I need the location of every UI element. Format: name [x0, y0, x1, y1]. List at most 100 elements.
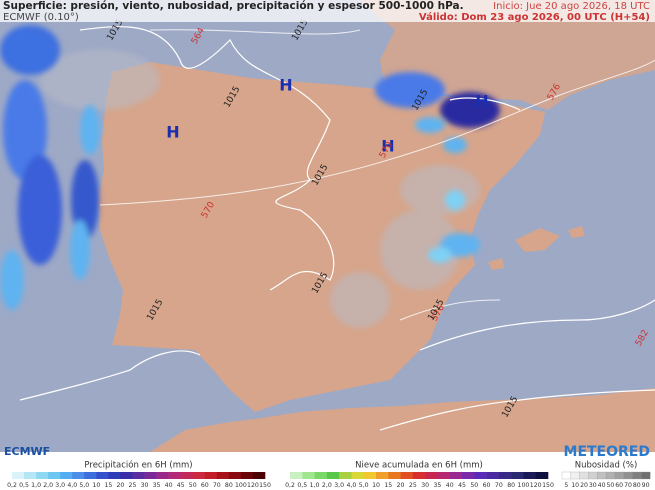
legend-swatch — [388, 472, 401, 479]
legend-tick-label: 3,0 — [55, 482, 65, 489]
legend-tick-label: 90 — [642, 482, 650, 489]
legend-swatch — [511, 472, 524, 479]
legend-swatch — [24, 472, 37, 479]
legend-tick-label: 60 — [615, 482, 623, 489]
legends: Precipitación en 6H (mm)0,2 0,5 1,0 2,0 3,0 4… — [7, 460, 651, 489]
legend-swatch — [597, 471, 607, 480]
legend-swatch — [425, 472, 438, 479]
ecmwf-logo: ECMWF — [4, 445, 50, 458]
legend-tick-label: 5,0 — [359, 482, 369, 489]
legend-tick-label: 1,0 — [31, 482, 41, 489]
legend-tick-label: 0,2 — [285, 482, 295, 489]
legend-swatch — [290, 472, 303, 479]
legend-swatch — [180, 472, 194, 479]
legend-tick-label: 80 — [633, 482, 641, 489]
legend-swatch — [302, 472, 315, 479]
legend-tick-label: 45 — [177, 482, 185, 489]
legend-title: Nubosidad (%) — [575, 461, 638, 471]
legend-swatch — [641, 471, 651, 480]
legend-swatch — [228, 472, 242, 479]
legend-swatch — [216, 472, 230, 479]
legend-tick-label: 70 — [624, 482, 632, 489]
init-time: Inicio: Jue 20 ago 2026, 18 UTC — [493, 1, 650, 12]
legend-bg — [0, 452, 655, 490]
legend-tick-label: 20 — [116, 482, 124, 489]
meteored-logo: METEORED — [564, 444, 650, 460]
legend-swatch — [579, 471, 589, 480]
legend-swatch — [462, 472, 475, 479]
legend-tick-label: 50 — [606, 482, 614, 489]
legend-tick-label: 4,0 — [67, 482, 77, 489]
legend-swatch — [449, 472, 463, 479]
legend-tick-label: 80 — [507, 482, 515, 489]
legend-tick-label: 150 — [542, 482, 554, 489]
legend-swatch — [632, 471, 642, 480]
legend-swatch — [108, 472, 121, 479]
legend-tick-label: 30 — [589, 482, 597, 489]
legend-tick-label: 30 — [421, 482, 429, 489]
ibiza — [488, 258, 504, 270]
legend-swatch — [326, 472, 340, 479]
mallorca — [515, 228, 560, 252]
legend-swatch — [60, 472, 73, 479]
legend-swatch — [535, 472, 549, 479]
legend-swatch — [437, 472, 451, 479]
legend-swatch — [363, 472, 377, 479]
high-pressure-label: H — [279, 76, 292, 95]
legend-swatch — [623, 471, 633, 480]
legend-swatch — [412, 472, 426, 479]
legend-tick-label: 70 — [495, 482, 503, 489]
legend-tick-label: 2,0 — [322, 482, 332, 489]
cloud-cover — [40, 50, 480, 328]
legend-swatch — [570, 471, 581, 480]
legend-tick-label: 20 — [580, 482, 588, 489]
africa-land — [150, 388, 655, 452]
legend-swatch — [132, 472, 145, 479]
header-bg — [0, 0, 655, 22]
legend-tick-label: 15 — [104, 482, 112, 489]
legend-tick-label: 15 — [384, 482, 392, 489]
legend-swatch — [339, 472, 352, 479]
legend-tick-label: 50 — [189, 482, 197, 489]
legend-swatch — [144, 472, 157, 479]
legend-swatch — [192, 472, 206, 479]
precipitation — [0, 25, 500, 310]
legend-tick-label: 50 — [470, 482, 478, 489]
legend-swatch — [204, 472, 218, 479]
legend-tick-label: 120 — [530, 482, 542, 489]
legend-tick-label: 40 — [165, 482, 173, 489]
legend-tick-label: 60 — [201, 482, 209, 489]
legend-tick-label: 60 — [483, 482, 491, 489]
legend-swatch — [48, 472, 61, 479]
legend-tick-label: 100 — [518, 482, 530, 489]
thickness-lines — [99, 29, 655, 321]
legend-swatch — [96, 472, 109, 479]
legend-swatch — [351, 472, 365, 479]
legend-swatch — [376, 472, 389, 479]
legend-swatch — [12, 472, 25, 479]
legend-tick-label: 20 — [397, 482, 405, 489]
model-label: ECMWF (0.10°) — [3, 12, 79, 23]
legend-swatch — [474, 472, 487, 479]
legend-tick-label: 35 — [153, 482, 161, 489]
legend-tick-label: 5,0 — [79, 482, 89, 489]
legend-tick-label: 120 — [247, 482, 259, 489]
legend-swatch — [120, 472, 133, 479]
high-pressure-label: H — [475, 92, 488, 111]
legend-tick-label: 10 — [92, 482, 100, 489]
legend-swatch — [614, 471, 625, 480]
legend-tick-label: 25 — [129, 482, 137, 489]
legend-title: Nieve acumulada en 6H (mm) — [355, 461, 483, 471]
valid-time: Válido: Dom 23 ago 2026, 00 UTC (H+54) — [419, 11, 650, 23]
legend-swatch — [605, 471, 616, 480]
legend-tick-label: 2,0 — [43, 482, 53, 489]
legend-swatch — [240, 472, 254, 479]
legend-swatch — [561, 471, 572, 480]
legend-swatch — [486, 472, 500, 479]
legend-swatch — [252, 472, 266, 479]
legend-swatch — [588, 471, 598, 480]
legend-tick-label: 45 — [458, 482, 466, 489]
legend-tick-label: 40 — [598, 482, 606, 489]
legend-tick-label: 0,2 — [7, 482, 17, 489]
